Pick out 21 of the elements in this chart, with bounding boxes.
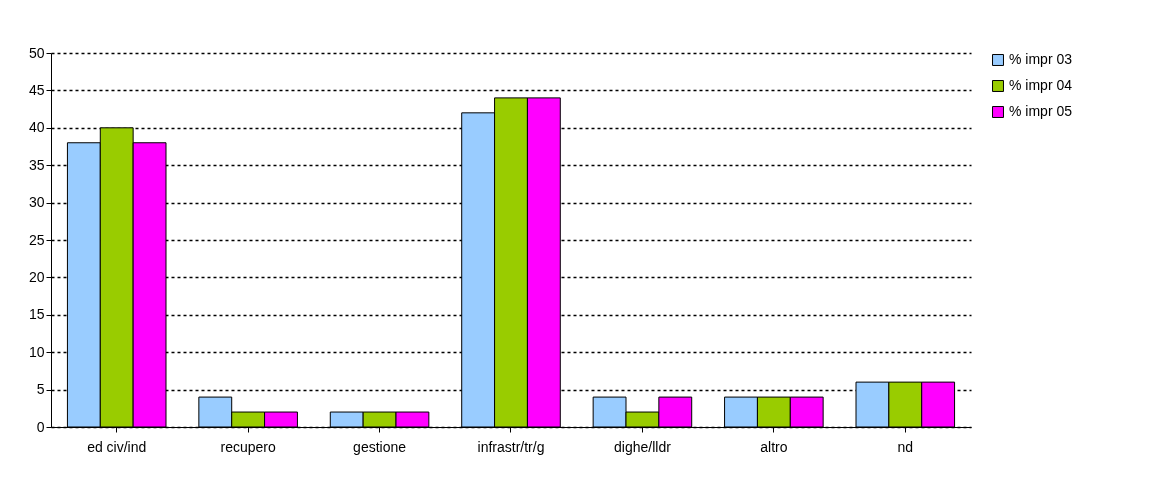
y-tick-label: 25 bbox=[28, 231, 45, 248]
y-tick-label: 5 bbox=[36, 381, 45, 398]
legend-label: % impr 03 bbox=[1009, 51, 1073, 67]
y-tick-label: 35 bbox=[28, 156, 45, 173]
x-tick-label: dighe/lldr bbox=[614, 438, 672, 455]
legend-label: % impr 04 bbox=[1009, 77, 1073, 93]
y-tick-label: 40 bbox=[28, 119, 45, 136]
y-tick-label: 10 bbox=[28, 343, 45, 360]
y-tick-label: 20 bbox=[28, 268, 45, 285]
x-tick-label: infrastr/tr/g bbox=[477, 438, 545, 455]
x-tick-label: altro bbox=[760, 438, 788, 455]
x-tick-label: recupero bbox=[220, 438, 276, 455]
y-tick-label: 45 bbox=[28, 81, 45, 98]
x-tick-label: ed civ/ind bbox=[87, 438, 147, 455]
legend-label: % impr 05 bbox=[1009, 103, 1073, 119]
y-tick-label: 50 bbox=[28, 44, 45, 61]
x-tick-label: gestione bbox=[353, 438, 407, 455]
y-tick-label: 15 bbox=[28, 306, 45, 323]
y-tick-label: 30 bbox=[28, 194, 45, 211]
y-tick-label: 0 bbox=[36, 418, 45, 435]
x-tick-label: nd bbox=[897, 438, 914, 455]
